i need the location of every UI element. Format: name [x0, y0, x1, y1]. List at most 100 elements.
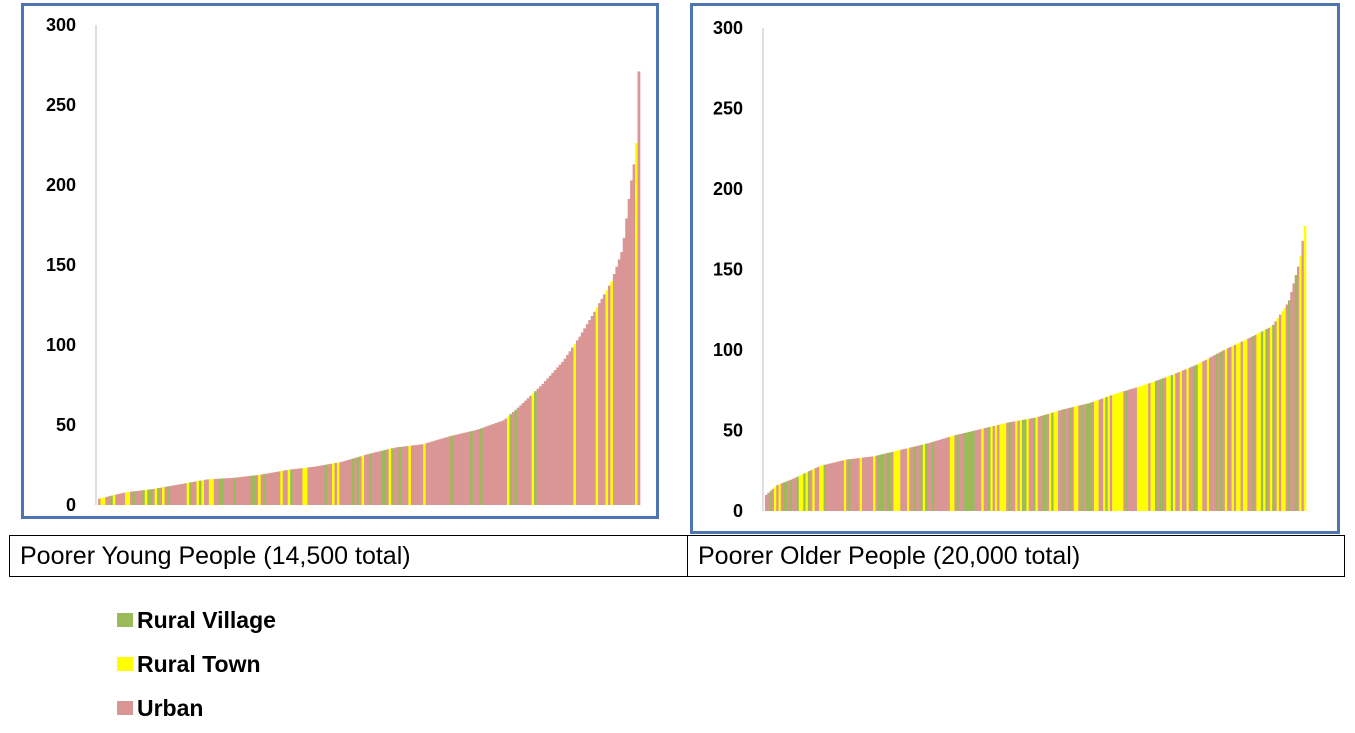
chart-bar	[1182, 370, 1185, 511]
chart-bar	[405, 446, 409, 505]
chart-bar	[152, 488, 155, 505]
chart-bar	[196, 481, 200, 505]
chart-bar	[1069, 407, 1072, 511]
chart-bar	[497, 422, 500, 505]
chart-bar	[997, 424, 1000, 511]
chart-bar	[460, 433, 463, 505]
chart-bar	[1003, 423, 1007, 511]
chart-bar	[630, 180, 633, 505]
chart-bar	[1272, 324, 1275, 511]
chart-bar	[1145, 384, 1149, 511]
chart-bar	[1130, 388, 1133, 511]
chart-bar	[585, 324, 589, 505]
chart-bar	[413, 445, 417, 505]
chart-bar	[1060, 409, 1063, 511]
chart-bar	[774, 486, 777, 511]
y-tick-label: 200	[46, 175, 76, 195]
chart-bar	[1010, 421, 1014, 511]
chart-bar	[1049, 413, 1052, 511]
chart-bar	[270, 472, 274, 505]
chart-bar	[1231, 345, 1235, 511]
chart-bar	[147, 489, 151, 505]
chart-bar	[595, 307, 599, 505]
chart-bar	[383, 450, 387, 505]
legend: Rural Village Rural Town Urban	[117, 598, 276, 730]
chart-bar	[1098, 399, 1102, 511]
chart-bar	[1143, 384, 1147, 511]
chart-bar	[1107, 396, 1111, 511]
chart-bar	[529, 395, 532, 505]
chart-bar	[855, 458, 858, 511]
chart-bar	[803, 473, 806, 511]
chart-bar	[137, 490, 141, 505]
chart-bar	[218, 478, 222, 505]
chart-bar	[314, 466, 318, 505]
chart-bar	[292, 469, 296, 505]
chart-bar	[882, 453, 885, 511]
chart-bar	[580, 332, 584, 505]
chart-bar	[1184, 369, 1187, 511]
chart-bar	[1006, 422, 1009, 511]
chart-bar	[253, 475, 256, 505]
chart-bar	[398, 446, 402, 505]
chart-bar	[805, 472, 809, 511]
chart-bar	[1245, 339, 1248, 511]
chart-bar	[1157, 380, 1160, 511]
chart-bar	[546, 378, 550, 505]
chart-bar	[322, 465, 325, 505]
chart-bar	[785, 481, 788, 511]
chart-bar	[1299, 255, 1302, 511]
chart-bar	[627, 198, 631, 505]
chart-bar	[561, 361, 564, 505]
chart-bar	[445, 437, 449, 505]
chart-bar	[1123, 391, 1126, 511]
chart-bar	[267, 473, 271, 505]
chart-bar	[1292, 283, 1296, 511]
chart-bar	[450, 435, 454, 505]
chart-bar	[1242, 340, 1246, 511]
chart-bar	[1141, 385, 1144, 511]
chart-bar	[821, 465, 824, 511]
chart-bar	[248, 475, 252, 505]
chart-bar	[769, 490, 773, 511]
chart-bar	[287, 469, 291, 505]
chart-bar	[607, 285, 611, 505]
chart-bar	[334, 462, 338, 505]
chart-bar	[482, 427, 486, 505]
chart-bar	[1076, 406, 1079, 511]
chart-bar	[437, 439, 441, 505]
chart-bar	[361, 455, 365, 505]
chart-bar	[1040, 415, 1043, 511]
chart-bar	[940, 439, 944, 511]
chart-bar	[98, 498, 101, 505]
chart-bar	[963, 432, 966, 511]
chart-bar	[834, 462, 838, 511]
chart-bar	[866, 457, 869, 511]
chart-bar	[290, 469, 293, 505]
chart-bar	[812, 469, 815, 511]
chart-bar	[280, 470, 284, 505]
chart-bar	[1073, 406, 1077, 511]
chart-bar	[958, 434, 962, 511]
chart-bar	[605, 289, 609, 505]
chart-bar	[990, 426, 993, 511]
chart-bar	[1114, 393, 1117, 511]
chart-bar	[142, 490, 146, 505]
chart-bar	[300, 468, 303, 505]
chart-bar	[285, 470, 288, 505]
chart-bar	[1175, 373, 1178, 511]
chart-bar	[516, 407, 520, 505]
chart-bar	[1276, 317, 1280, 511]
chart-bar	[179, 484, 183, 505]
chart-bar	[250, 475, 254, 505]
chart-bar	[823, 464, 827, 511]
chart-bar	[1028, 418, 1032, 511]
chart-bar	[1132, 388, 1135, 511]
chart-bar	[258, 474, 261, 505]
chart-bar	[974, 430, 978, 511]
chart-bar	[637, 71, 641, 506]
chart-bar	[796, 476, 800, 511]
legend-item-urban: Urban	[117, 686, 276, 730]
chart-bar	[479, 428, 483, 505]
chart-bar	[408, 445, 412, 505]
